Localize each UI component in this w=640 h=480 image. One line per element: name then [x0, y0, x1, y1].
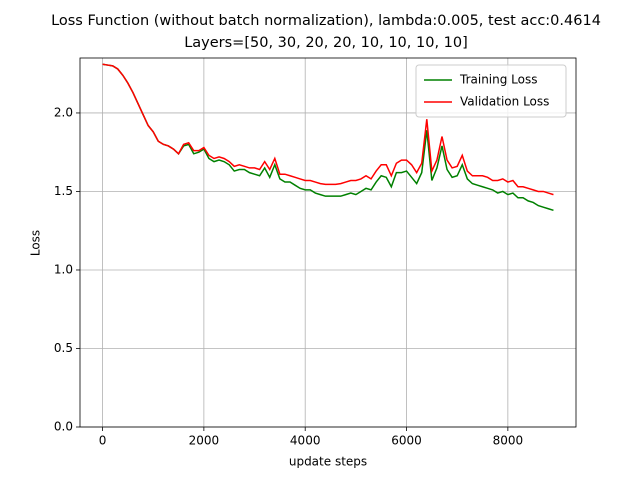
- x-tick-label: 4000: [290, 434, 321, 448]
- y-tick-label: 0.0: [54, 420, 73, 434]
- y-tick-label: 1.0: [54, 262, 73, 276]
- y-axis-label: Loss: [29, 230, 43, 256]
- y-tick-label: 2.0: [54, 105, 73, 119]
- chart-title: Loss Function (without batch normalizati…: [51, 13, 601, 29]
- y-tick-label: 0.5: [54, 341, 73, 355]
- plot-frame: [79, 57, 577, 428]
- x-tick-label: 8000: [493, 434, 524, 448]
- legend-label: Validation Loss: [460, 95, 549, 109]
- legend-label: Training Loss: [459, 73, 537, 87]
- legend-box: [415, 64, 567, 118]
- chart-title: Layers=[50, 30, 20, 20, 10, 10, 10, 10]: [184, 35, 468, 51]
- x-axis-label: update steps: [289, 455, 367, 469]
- x-tick-label: 6000: [391, 434, 422, 448]
- x-tick-label: 2000: [189, 434, 220, 448]
- x-tick-label: 0: [99, 434, 107, 448]
- line-series: [102, 63, 554, 196]
- y-tick-label: 1.5: [54, 184, 73, 198]
